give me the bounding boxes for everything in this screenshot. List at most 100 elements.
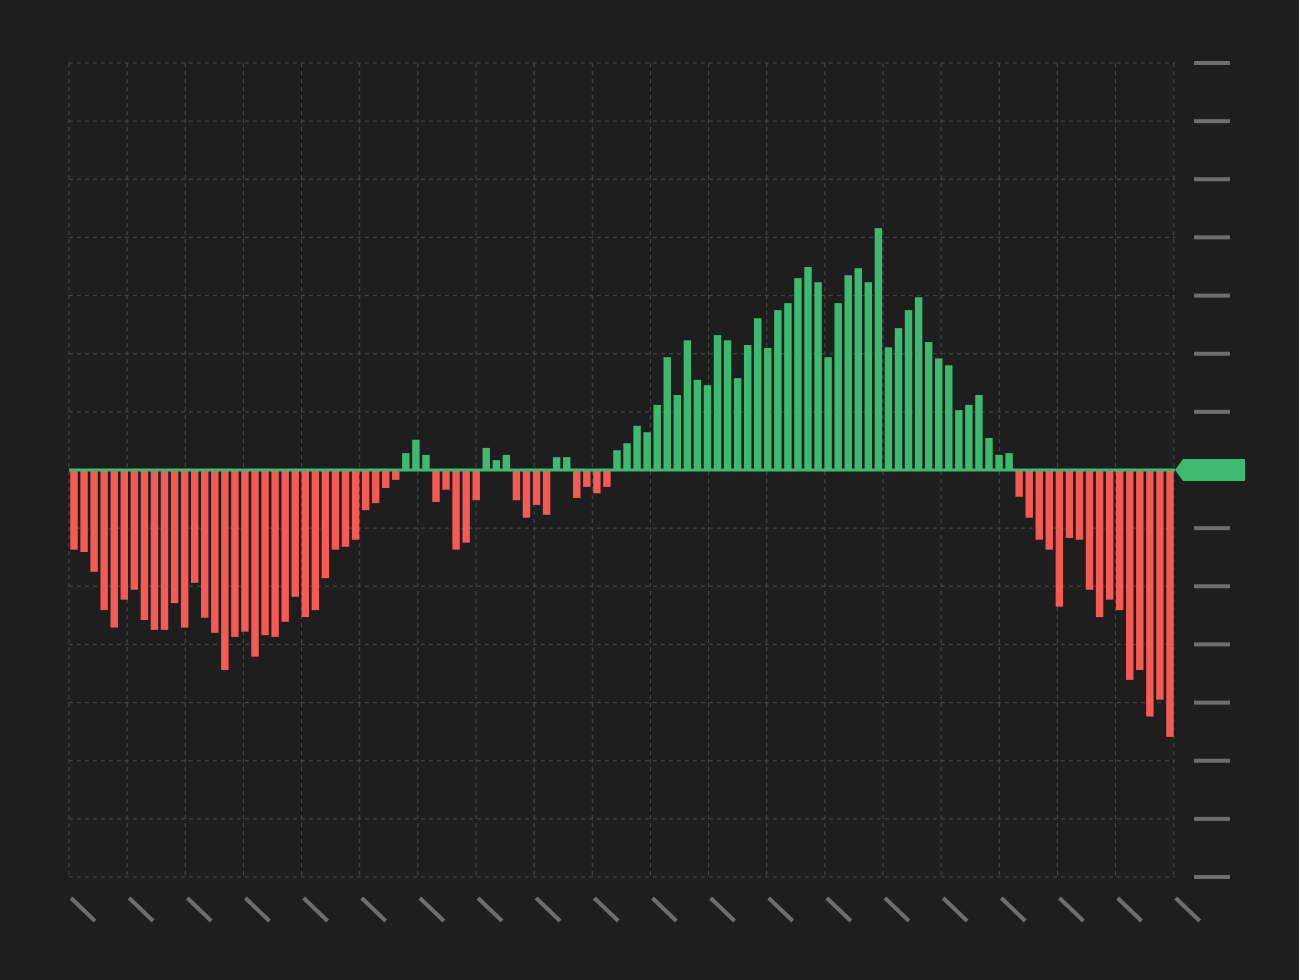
bar [864, 282, 873, 470]
bar [130, 470, 139, 590]
bar [231, 470, 239, 637]
bar [814, 282, 822, 470]
bar [663, 357, 671, 470]
bar [492, 460, 501, 470]
bar [301, 470, 310, 618]
bar [733, 378, 742, 470]
bar [110, 470, 118, 628]
bar [1015, 470, 1023, 497]
bar [904, 310, 913, 470]
bar [703, 385, 712, 470]
bar [583, 470, 591, 487]
bar [764, 347, 772, 470]
bar [70, 470, 78, 550]
bar [251, 470, 259, 657]
bar [502, 454, 511, 470]
bar [402, 453, 410, 470]
bar [201, 470, 209, 618]
bar [422, 454, 430, 470]
bar [532, 470, 541, 505]
bar [713, 335, 722, 470]
x-tick-dash [534, 896, 562, 923]
bar [804, 267, 812, 470]
bar [1065, 470, 1074, 539]
bar [894, 328, 903, 470]
bar [774, 310, 782, 470]
bar [975, 394, 983, 470]
x-tick-dash [825, 896, 853, 923]
bar [100, 470, 108, 611]
bar [1136, 470, 1144, 671]
bar [472, 470, 480, 501]
bar [1126, 470, 1134, 680]
bar [955, 410, 963, 470]
x-tick-dash [883, 896, 911, 923]
bar [221, 470, 229, 671]
bar [341, 470, 350, 547]
bar [1115, 470, 1124, 611]
bar [160, 470, 169, 630]
bar [1075, 470, 1084, 540]
x-tick-dash [69, 896, 97, 923]
bar [371, 470, 380, 504]
bar [271, 470, 279, 637]
bar [462, 470, 470, 543]
bar [80, 470, 88, 552]
bar [965, 404, 973, 470]
bar [381, 470, 390, 489]
bar [673, 394, 682, 470]
bar [924, 342, 933, 470]
x-tick-dash [302, 896, 329, 923]
bar [1156, 470, 1164, 700]
bar [552, 457, 561, 470]
x-tick-dash [360, 896, 388, 923]
bar [844, 275, 852, 470]
bar [321, 470, 330, 579]
bar [945, 365, 953, 470]
bar [452, 470, 460, 550]
bar [432, 470, 440, 502]
x-tick-dash [709, 896, 736, 923]
bar [351, 470, 360, 540]
price-tag [1175, 459, 1245, 481]
bar [1105, 470, 1114, 600]
bar [90, 470, 98, 572]
bar [985, 438, 993, 470]
bar [1025, 470, 1033, 518]
bar [824, 357, 832, 470]
bar [140, 470, 149, 621]
bar [241, 470, 249, 632]
bar [120, 470, 129, 600]
bar [442, 470, 450, 490]
bar [170, 470, 179, 604]
x-tick-dash [767, 896, 795, 923]
bar [412, 439, 420, 470]
x-tick-dash [476, 896, 504, 923]
bar [743, 344, 752, 470]
bar [723, 340, 732, 470]
bar [1045, 470, 1054, 550]
bar [874, 228, 883, 470]
bar [1005, 453, 1013, 470]
bar [361, 470, 370, 511]
x-tick-dash [999, 896, 1027, 923]
bar [150, 470, 159, 630]
bar [784, 303, 792, 470]
bar [1035, 470, 1043, 540]
bar [392, 470, 400, 480]
bar [1055, 470, 1064, 607]
bar [331, 470, 340, 550]
bar [1085, 470, 1094, 590]
bar [613, 450, 621, 470]
bar [884, 347, 893, 470]
bar [754, 318, 762, 470]
bar [603, 470, 611, 487]
bar [995, 454, 1003, 470]
bar [1166, 470, 1174, 737]
x-tick-dash [244, 896, 271, 923]
bar [623, 443, 631, 470]
bar [593, 470, 601, 494]
x-tick-dash [1058, 896, 1085, 923]
